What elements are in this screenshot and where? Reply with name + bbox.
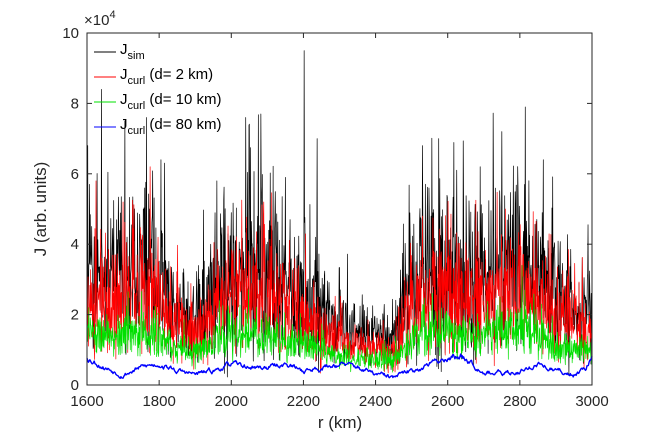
- legend-subscript: curl: [128, 100, 146, 112]
- legend-suffix: (d= 2 km): [145, 66, 213, 83]
- x-axis-label: r (km): [318, 413, 362, 432]
- y-tick-label: 4: [71, 236, 79, 253]
- x-tick-label: 1600: [70, 393, 103, 410]
- legend-entry-3: Jcurl (d= 80 km): [120, 116, 222, 137]
- x-tick-label: 1800: [142, 393, 175, 410]
- y-axis-ticks: 0 2 4 6 8 10: [62, 25, 592, 394]
- x-tick-label: 2000: [215, 393, 248, 410]
- x-axis-ticks: 1600 1800 2000 2200 2400 2600 2800 3000: [70, 33, 609, 410]
- y-tick-label: 0: [71, 377, 79, 394]
- y-tick-label: 6: [71, 166, 79, 183]
- legend-suffix: (d= 80 km): [145, 116, 221, 133]
- y-tick-label: 8: [71, 95, 79, 112]
- legend-subscript: curl: [128, 75, 146, 87]
- y-axis-exponent-power: 4: [109, 9, 115, 21]
- x-tick-label: 2800: [503, 393, 536, 410]
- series-line-2: [86, 264, 593, 373]
- x-tick-label: 2400: [359, 393, 392, 410]
- x-tick-label: 2600: [431, 393, 464, 410]
- series-layer: [86, 50, 593, 379]
- y-axis-exponent-base: ×10: [84, 12, 109, 29]
- y-axis-exponent: ×104: [84, 9, 116, 29]
- legend-entry-2: Jcurl (d= 10 km): [120, 91, 222, 112]
- legend-suffix: (d= 10 km): [145, 91, 221, 108]
- y-tick-label: 10: [62, 25, 79, 42]
- y-axis-label: J (arb. units): [31, 162, 50, 256]
- legend-subscript: sim: [128, 50, 145, 62]
- legend-main: J: [120, 116, 128, 133]
- legend-main: J: [120, 41, 128, 58]
- legend-entry-1: Jcurl (d= 2 km): [120, 66, 213, 87]
- series-line-3: [86, 353, 593, 379]
- plot-area-frame: [86, 32, 593, 386]
- x-tick-label: 3000: [575, 393, 608, 410]
- y-tick-label: 2: [71, 307, 79, 324]
- legend-main: J: [120, 66, 128, 83]
- legend-main: J: [120, 91, 128, 108]
- legend-entry-0: Jsim: [120, 41, 145, 62]
- series-line-1: [86, 166, 593, 374]
- x-tick-label: 2200: [287, 393, 320, 410]
- legend-subscript: curl: [128, 125, 146, 137]
